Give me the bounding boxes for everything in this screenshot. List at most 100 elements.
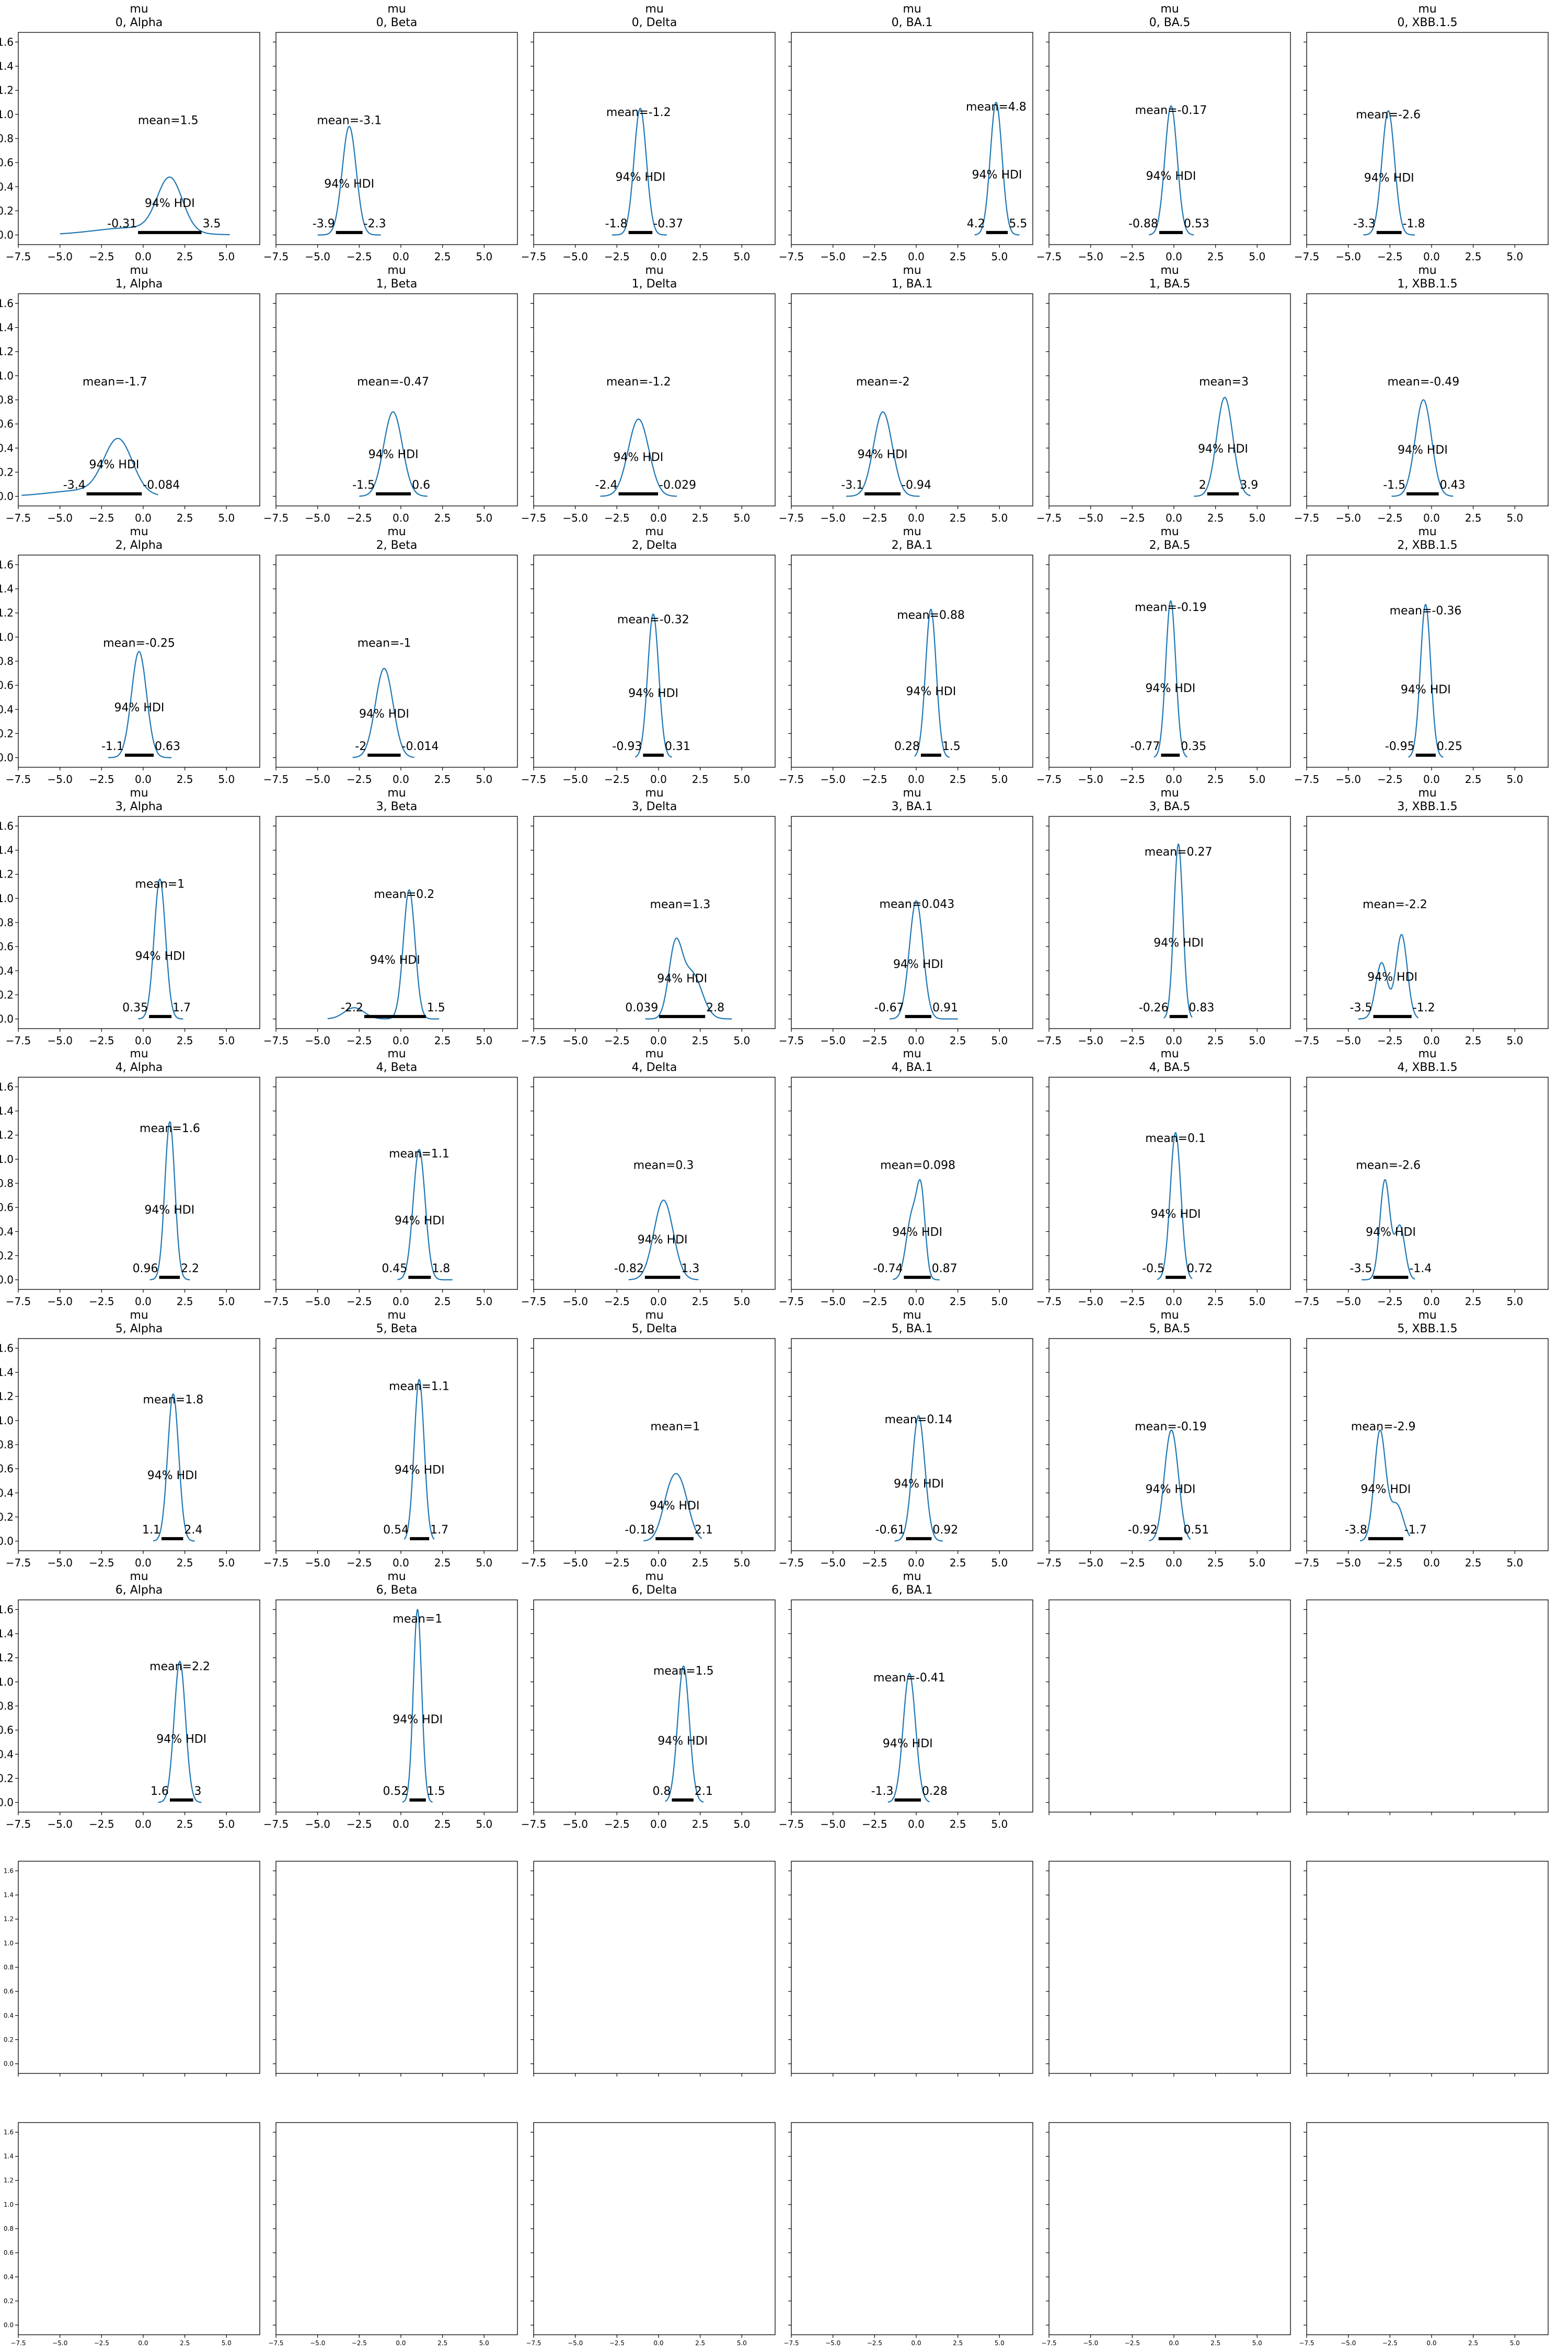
x-tick-label: 2.5 [1207, 1557, 1224, 1569]
y-tick-label: 1.2 [0, 1390, 14, 1403]
x-tick-label: 5.0 [733, 1818, 750, 1830]
y-tick-label: 0.0 [0, 1796, 14, 1809]
x-tick-label: −5.0 [47, 1557, 73, 1569]
x-tick-label: 0.0 [1423, 1557, 1440, 1569]
panel-title-var: mu [130, 525, 148, 538]
panel-title-group: 5, Alpha [116, 1322, 163, 1335]
x-tick-label: −7.5 [779, 1557, 804, 1569]
x-tick-label: 0.0 [393, 512, 409, 524]
density-curve [397, 1149, 453, 1281]
x-tick-label: 5.0 [1506, 1295, 1523, 1308]
x-tick-label: −7.5 [263, 1557, 289, 1569]
x-tick-label: 2.5 [437, 2339, 447, 2347]
mean-label: mean=-2.2 [1363, 898, 1427, 911]
hdi-low-label: 0.54 [383, 1524, 409, 1537]
hdi-label: 94% HDI [145, 197, 195, 210]
x-tick-label: −5.0 [820, 250, 846, 263]
panel-title-group: 3, Alpha [116, 800, 163, 813]
hdi-label: 94% HDI [638, 1233, 688, 1247]
y-tick-label: 1.2 [0, 84, 14, 97]
x-tick-label: 5.0 [1249, 1557, 1265, 1569]
x-tick-label: −5.0 [310, 2339, 325, 2347]
x-tick-label: 5.0 [1510, 2339, 1520, 2347]
panel-title-var: mu [645, 525, 663, 538]
panel-title-var: mu [1418, 3, 1436, 16]
x-tick-label: −7.5 [263, 1034, 289, 1047]
y-tick-label: 0.2 [4, 2036, 14, 2043]
x-tick-label: −5.0 [562, 1557, 588, 1569]
y-tick-label: 1.0 [4, 1940, 14, 1947]
y-tick-label: 0.6 [0, 418, 14, 430]
panel-title-group: 0, Alpha [116, 16, 163, 29]
panel-title-group: 3, XBB.1.5 [1397, 800, 1457, 813]
panel-title-group: 0, BA.5 [1149, 16, 1191, 29]
hdi-low-label: -1.1 [101, 740, 124, 753]
hdi-high-label: 5.5 [1009, 217, 1027, 230]
panel-title-group: 5, XBB.1.5 [1397, 1322, 1457, 1335]
mean-label: mean=1.6 [140, 1122, 200, 1135]
y-tick-label: 0.4 [0, 180, 14, 193]
y-tick-label: 0.4 [4, 2012, 14, 2019]
hdi-low-label: -0.93 [612, 740, 642, 753]
y-tick-label: 1.0 [0, 1153, 14, 1166]
y-tick-label: 1.2 [0, 345, 14, 358]
y-tick-label: 0.0 [4, 2322, 14, 2329]
x-tick-label: −7.5 [6, 1295, 31, 1308]
panel-title-var: mu [387, 1570, 406, 1583]
density-curve [643, 1473, 702, 1542]
x-tick-label: −5.0 [1078, 512, 1103, 524]
density-curve [317, 125, 381, 236]
panel-title-group: 1, BA.5 [1149, 278, 1191, 291]
x-tick-label: −2.5 [347, 1818, 372, 1830]
x-tick-label: −5.0 [52, 2339, 67, 2347]
axes-frame [1048, 32, 1291, 245]
hdi-label: 94% HDI [370, 954, 420, 967]
panel-title-group: 6, Beta [376, 1584, 418, 1597]
axes-frame [791, 555, 1033, 768]
density-curve [1391, 399, 1454, 497]
panel-title-group: 1, Alpha [116, 278, 163, 291]
hdi-label: 94% HDI [147, 1469, 198, 1482]
y-tick-label: 0.2 [0, 988, 14, 1001]
hdi-label: 94% HDI [1364, 172, 1414, 185]
hdi-label: 94% HDI [892, 1226, 942, 1239]
y-tick-label: 1.2 [0, 868, 14, 881]
density-curve [974, 101, 1020, 236]
hdi-label: 94% HDI [1401, 684, 1451, 697]
x-tick-label: 0.0 [1169, 2339, 1179, 2347]
hdi-low-label: -3.8 [1345, 1524, 1367, 1537]
x-tick-label: −5.0 [47, 1818, 73, 1830]
x-tick-label: 2.5 [180, 2339, 190, 2347]
y-tick-label: 0.8 [0, 916, 14, 929]
mean-label: mean=0.27 [1145, 846, 1213, 859]
x-tick-label: 2.5 [177, 773, 193, 786]
mean-label: mean=-0.47 [357, 375, 429, 388]
panel-title-var: mu [645, 264, 663, 277]
hdi-label: 94% HDI [393, 1713, 443, 1726]
x-tick-label: −5.0 [305, 1034, 330, 1047]
x-tick-label: −7.5 [779, 250, 804, 263]
x-tick-label: 2.5 [950, 1295, 966, 1308]
mean-label: mean=-2.6 [1356, 1159, 1421, 1172]
x-tick-label: −7.5 [521, 773, 547, 786]
hdi-label: 94% HDI [1151, 1208, 1201, 1221]
x-tick-label: 0.0 [1423, 250, 1440, 263]
x-tick-label: 0.0 [1166, 1295, 1182, 1308]
axes-frame [275, 2122, 518, 2335]
hdi-label: 94% HDI [89, 458, 140, 471]
y-tick-label: 0.4 [0, 964, 14, 977]
y-tick-label: 1.0 [0, 631, 14, 643]
x-tick-label: 5.0 [218, 1557, 235, 1569]
x-tick-label: 2.5 [692, 1818, 709, 1830]
hdi-high-label: 1.5 [427, 1785, 445, 1798]
density-curve [403, 1379, 435, 1540]
panel-title-var: mu [903, 1047, 921, 1060]
x-tick-label: 2.5 [1207, 1034, 1224, 1047]
x-tick-label: 2.5 [434, 1818, 451, 1830]
y-tick-label: 1.4 [0, 1105, 14, 1117]
x-tick-label: 2.5 [950, 1034, 966, 1047]
y-tick-label: 0.2 [0, 1772, 14, 1784]
x-tick-label: −7.5 [521, 1034, 547, 1047]
hdi-high-label: 1.5 [942, 740, 961, 753]
x-tick-label: −5.0 [820, 1818, 846, 1830]
